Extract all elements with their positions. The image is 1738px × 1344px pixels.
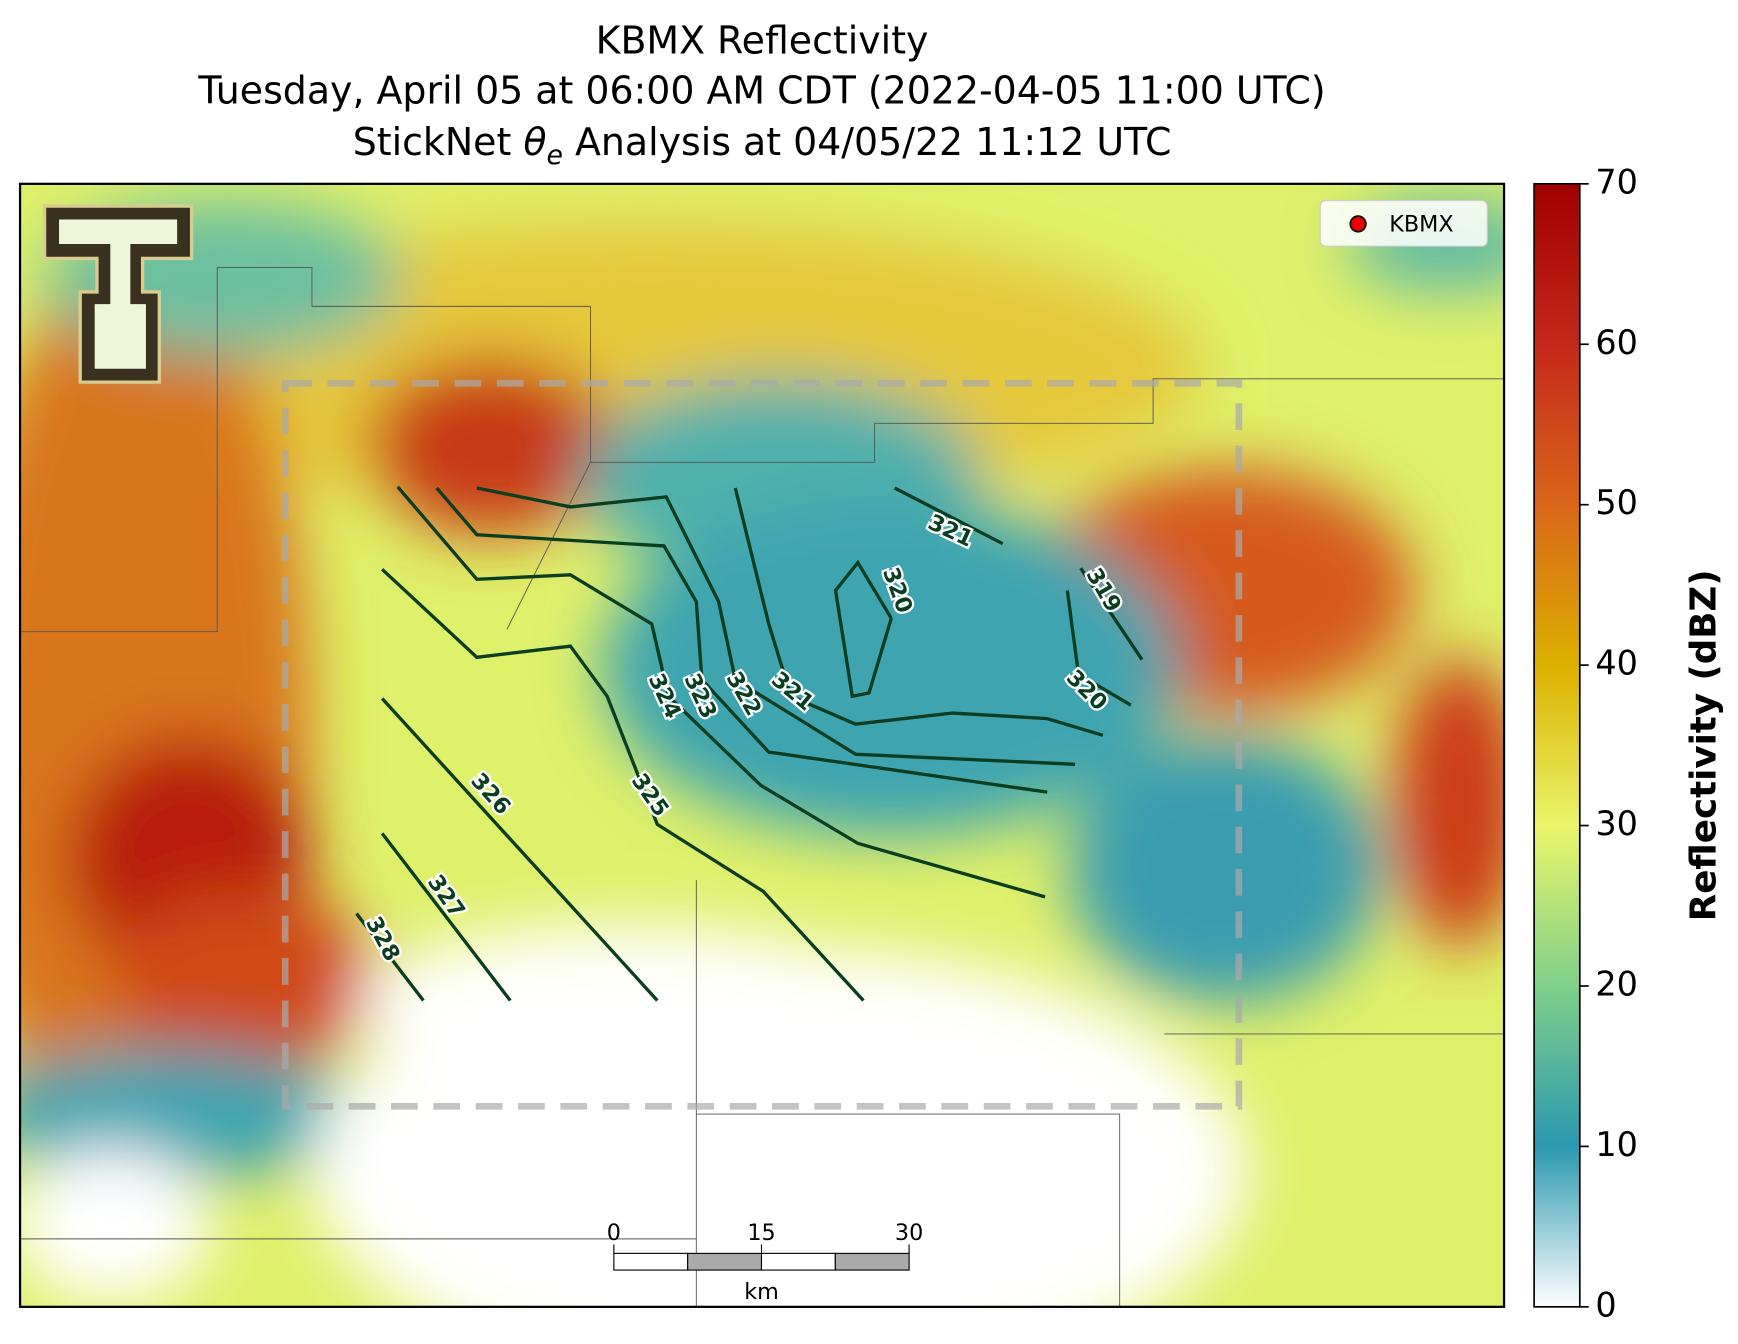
- title: KBMX Reflectivity: [596, 18, 929, 62]
- map-frame: [18, 182, 1506, 1308]
- scale-tick-label: 15: [747, 1220, 775, 1246]
- colorbar-label: Reflectivity (dBZ): [1684, 569, 1725, 921]
- contour-line: [435, 486, 1048, 794]
- subtitle-subscript: e: [547, 140, 563, 171]
- contour-line: [396, 485, 1046, 899]
- subtitle: StickNet θe Analysis at 04/05/22 11:12 U…: [353, 120, 1172, 173]
- contour-line: [733, 487, 1104, 737]
- scale-tick-label: 30: [895, 1220, 923, 1246]
- colorbar-tick-label: 70: [1595, 162, 1638, 201]
- scale-segment: [687, 1252, 763, 1271]
- scale-segment: [834, 1252, 910, 1271]
- colorbar-ticks: 0 10 20 30 40 50 60 70: [1579, 162, 1638, 1324]
- logo: [42, 204, 194, 384]
- legend-box: [1319, 199, 1488, 247]
- contour-line: [1065, 590, 1132, 707]
- scale-segment: [760, 1252, 836, 1271]
- colorbar-tick-label: 10: [1595, 1125, 1638, 1164]
- colorbar-tick-label: 40: [1595, 644, 1638, 683]
- contour-line: [355, 912, 425, 1002]
- plot: KBMX Reflectivity Tuesday, April 05 at 0…: [18, 18, 1725, 1324]
- subtitle-suffix: Analysis at 04/05/22 11:12 UTC: [575, 120, 1171, 164]
- contour-line: [380, 832, 512, 1002]
- scale-bar: 0 15 30 km: [607, 1220, 923, 1305]
- contour-line: [893, 486, 1004, 546]
- colorbar-tick-label: 50: [1595, 483, 1638, 522]
- colorbar-tick-label: 60: [1595, 323, 1638, 362]
- contour-line: [1079, 567, 1144, 661]
- contour-line: [476, 486, 1076, 766]
- radar-field: [20, 183, 1505, 1307]
- colorbar: [1533, 182, 1581, 1308]
- legend-marker: [1349, 215, 1367, 233]
- contour-line: [833, 559, 893, 699]
- subtitle-symbol: θ: [523, 120, 546, 164]
- analysis-domain: [281, 379, 1243, 1110]
- scale-tick-label: 0: [607, 1220, 621, 1246]
- title: Tuesday, April 05 at 06:00 AM CDT (2022-…: [197, 69, 1325, 113]
- subtitle-prefix: StickNet: [353, 120, 512, 164]
- contour-line: [380, 697, 659, 1002]
- legend-label: KBMX: [1389, 212, 1453, 238]
- contour-line: [380, 568, 865, 1002]
- scale-segment: [613, 1252, 689, 1271]
- scale-unit: km: [744, 1279, 779, 1305]
- colorbar-tick-label: 0: [1595, 1285, 1616, 1324]
- legend: KBMX: [1319, 199, 1488, 247]
- colorbar-tick-label: 20: [1595, 964, 1638, 1003]
- colorbar-tick-label: 30: [1595, 804, 1638, 843]
